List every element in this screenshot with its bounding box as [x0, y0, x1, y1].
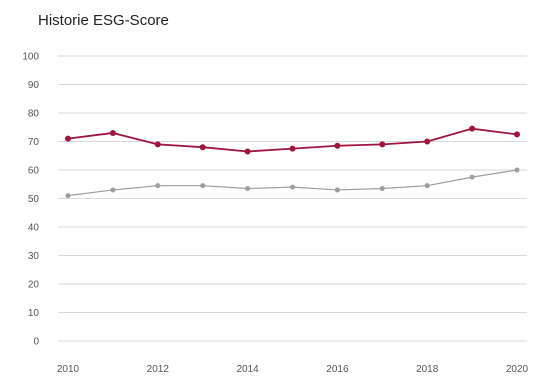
series-2-point-2012 — [155, 183, 161, 189]
series-1-point-2013 — [199, 144, 206, 151]
series-2-point-2014 — [245, 186, 251, 192]
x-tick-label: 2016 — [326, 364, 349, 375]
series-1-point-2016 — [334, 142, 341, 149]
y-axis-tick-labels: 0 10 20 30 40 50 60 70 80 90 100 — [22, 52, 39, 348]
series-2-point-2017 — [379, 186, 385, 192]
series-1-point-2011 — [109, 129, 116, 136]
y-tick-label: 40 — [28, 223, 40, 234]
y-tick-label: 70 — [28, 137, 40, 148]
y-tick-label: 80 — [28, 109, 40, 120]
y-tick-label: 30 — [28, 251, 40, 262]
series-1-point-2019 — [469, 125, 476, 132]
series-1-point-2015 — [289, 145, 296, 152]
y-tick-label: 60 — [28, 166, 40, 177]
series-1-point-2010 — [65, 135, 71, 142]
y-tick-label: 90 — [28, 80, 40, 91]
series-2-line — [67, 169, 518, 197]
series-1 — [65, 125, 520, 155]
series-1-point-2017 — [379, 141, 386, 148]
series-1-point-2018 — [424, 138, 431, 145]
series-2-point-2018 — [424, 183, 430, 189]
series-2 — [65, 167, 520, 199]
series-2-point-2020 — [514, 167, 520, 173]
x-tick-label: 2012 — [147, 364, 170, 375]
y-tick-label: 100 — [22, 52, 39, 63]
series-group — [65, 125, 520, 199]
grid-lines — [58, 55, 527, 342]
x-axis-tick-labels: 2010 2012 2014 2016 2018 2020 — [57, 364, 529, 375]
series-2-point-2016 — [334, 187, 340, 193]
series-2-point-2019 — [469, 174, 475, 180]
x-tick-label: 2010 — [57, 364, 80, 375]
series-2-point-2010 — [65, 193, 71, 199]
series-1-point-2020 — [514, 131, 520, 138]
chart-title: Historie ESG-Score — [38, 12, 169, 29]
y-tick-label: 20 — [28, 280, 40, 291]
y-tick-label: 0 — [33, 337, 39, 348]
series-1-point-2014 — [244, 148, 251, 155]
series-1-point-2012 — [154, 141, 161, 148]
y-tick-label: 10 — [28, 308, 40, 319]
x-tick-label: 2020 — [506, 364, 529, 375]
series-2-point-2013 — [200, 183, 206, 189]
y-tick-label: 50 — [28, 194, 40, 205]
series-2-point-2011 — [110, 187, 116, 193]
x-tick-label: 2014 — [236, 364, 259, 375]
series-2-point-2015 — [290, 184, 295, 190]
x-tick-label: 2018 — [416, 364, 439, 375]
